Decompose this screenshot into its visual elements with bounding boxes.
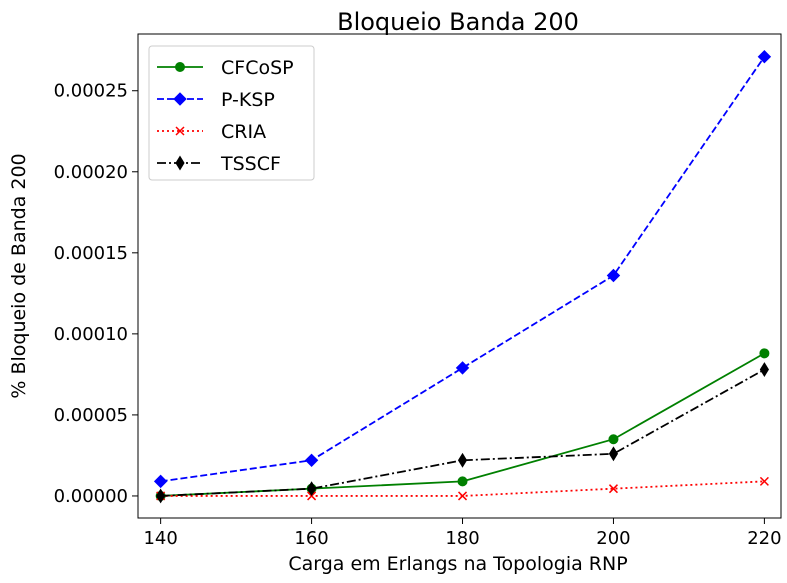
data-point — [306, 481, 317, 497]
legend-entry: P-KSP — [157, 89, 275, 111]
legend-label: TSSCF — [220, 153, 281, 175]
series-tsscf — [156, 362, 769, 504]
y-axis-ticks: 0.00000 0.00005 0.00010 0.00015 0.00020 0.000… — [54, 81, 138, 507]
legend-box — [148, 45, 315, 181]
legend-label: P-KSP — [221, 89, 275, 111]
series-line — [160, 352, 765, 497]
y-tick-label: 0.00020 — [54, 162, 128, 183]
data-point — [757, 49, 772, 64]
legend-marker — [175, 62, 185, 72]
data-point — [153, 474, 168, 489]
y-tick-label: 0.00010 — [54, 324, 128, 345]
legend-label: CRIA — [221, 121, 266, 143]
y-tick-label: 0.00025 — [54, 81, 128, 102]
data-point — [457, 491, 468, 501]
legend-marker — [175, 155, 185, 171]
x-tick-label: 220 — [747, 528, 781, 549]
data-point — [759, 476, 769, 486]
data-point — [455, 361, 470, 375]
data-point — [457, 476, 468, 487]
x-tick-label: 180 — [445, 528, 479, 549]
data-point — [759, 348, 770, 359]
data-point — [608, 446, 619, 462]
data-point — [606, 268, 621, 283]
data-point — [608, 484, 618, 494]
series-layer — [153, 49, 772, 504]
legend-entry: CFCoSP — [157, 57, 294, 79]
y-tick-label: 0.00005 — [54, 405, 128, 426]
series-line — [160, 56, 766, 483]
x-tick-label: 140 — [143, 528, 177, 549]
legend: CFCoSP P-KSP CRIA TSSCF — [148, 45, 315, 181]
data-point — [304, 453, 319, 468]
x-axis-label: Carga em Erlangs na Topologia RNP — [288, 553, 627, 575]
data-point — [457, 452, 468, 468]
x-axis-ticks: 140 160 180 200 220 — [143, 518, 782, 549]
legend-entry: TSSCF — [157, 153, 281, 175]
legend-marker — [173, 92, 187, 106]
legend-entry: CRIA — [157, 121, 266, 143]
data-point — [156, 488, 166, 504]
plot-frame — [137, 33, 782, 519]
data-point — [608, 434, 619, 445]
x-tick-label: 200 — [596, 528, 630, 549]
x-tick-label: 160 — [294, 528, 328, 549]
y-tick-label: 0.00015 — [54, 243, 128, 264]
series-line — [160, 368, 765, 497]
y-axis-label: % Bloqueio de Banda 200 — [8, 153, 30, 398]
legend-marker — [175, 126, 185, 136]
legend-label: CFCoSP — [221, 57, 294, 79]
chart-title: Bloqueio Banda 200 — [337, 8, 579, 36]
data-point — [759, 362, 769, 377]
series-p-ksp — [153, 49, 772, 489]
y-tick-label: 0.00000 — [54, 486, 128, 507]
